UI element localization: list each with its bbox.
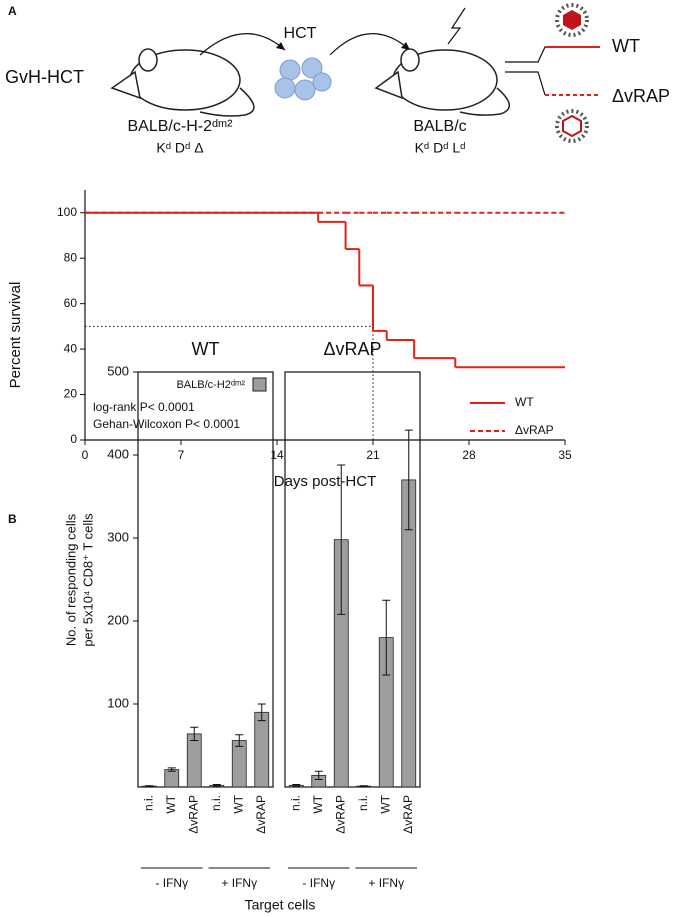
x-tick-label: n.i. <box>209 795 223 811</box>
panel-label: B <box>8 512 17 526</box>
x-tick-label: WT <box>164 794 178 813</box>
arrow <box>329 33 411 56</box>
x-axis-label: Days post-HCT <box>274 473 377 490</box>
y-axis-label: per 5x10⁴ CD8⁺ T cells <box>80 513 95 647</box>
x-tick-label: WT <box>311 794 325 813</box>
error-bar <box>145 785 154 788</box>
y-tick-label: 200 <box>107 612 129 627</box>
branch <box>505 71 546 96</box>
model-label: GvH-HCT <box>5 67 84 87</box>
virus-wt <box>555 3 589 37</box>
panel-frame <box>284 371 421 788</box>
error-bar <box>337 464 346 615</box>
x-tick-label: 28 <box>462 448 476 462</box>
x-tick-label: ΔvRAP <box>254 795 268 834</box>
bar <box>164 769 180 788</box>
legend-label: ΔvRAP <box>515 423 554 437</box>
y-tick-label: 100 <box>107 695 129 710</box>
error-bar <box>190 726 199 742</box>
transfer-label: HCT <box>284 25 317 42</box>
group-label: - IFNγ <box>155 876 188 890</box>
donor-mouse <box>110 48 255 117</box>
annotation: log-rank P< 0.0001 <box>93 400 195 414</box>
virus-label: WT <box>612 36 640 56</box>
x-tick-label: 21 <box>366 448 380 462</box>
error-bar <box>314 770 323 781</box>
y-tick-label: 60 <box>64 296 78 310</box>
panel-title: ΔvRAP <box>323 339 381 359</box>
x-tick-label: WT <box>378 794 392 813</box>
x-tick-label: ΔvRAP <box>186 795 200 834</box>
error-bar <box>359 785 368 788</box>
legend-label: WT <box>515 395 534 409</box>
recipient-haplotype: Kᵈ Dᵈ Lᵈ <box>415 140 466 156</box>
x-tick-label: WT <box>231 794 245 813</box>
y-axis-label: Percent survival <box>7 282 24 389</box>
x-tick-label: ΔvRAP <box>401 795 415 834</box>
y-tick-label: 20 <box>64 387 78 401</box>
x-tick-label: 14 <box>270 448 284 462</box>
bar <box>186 733 202 788</box>
y-axis-label: No. of responding cells <box>63 513 78 646</box>
bar <box>254 711 270 788</box>
error-bar <box>382 599 391 676</box>
virus-dvrap <box>555 109 589 143</box>
x-tick-label: n.i. <box>288 795 302 811</box>
y-tick-label: 300 <box>107 529 129 544</box>
legend-label: BALB/c-H2ᵈᵐ² <box>176 379 245 391</box>
x-tick-label: 35 <box>558 448 572 462</box>
error-bar <box>167 767 176 772</box>
branch <box>505 46 600 63</box>
group-label: - IFNγ <box>302 876 335 890</box>
arrow-head <box>401 42 410 50</box>
legend-swatch <box>252 377 267 392</box>
virus-label: ΔvRAP <box>612 86 670 106</box>
x-tick-label: n.i. <box>356 795 370 811</box>
x-tick-label: n.i. <box>141 795 155 811</box>
y-tick-label: 400 <box>107 446 129 461</box>
error-bar <box>212 784 221 787</box>
arrow <box>199 33 286 56</box>
donor-strain: BALB/c-H-2ᵈᵐ² <box>128 118 234 135</box>
x-tick-label: 0 <box>82 448 89 462</box>
error-bar <box>235 734 244 747</box>
y-tick-label: 40 <box>64 341 78 355</box>
group-label: + IFNγ <box>221 876 257 890</box>
cells <box>274 57 332 101</box>
irradiation <box>447 7 466 45</box>
bar <box>231 740 247 788</box>
y-tick-label: 100 <box>57 205 77 219</box>
recipient-mouse <box>374 48 510 116</box>
x-axis-label: Target cells <box>245 897 316 913</box>
y-tick-label: 0 <box>70 432 77 446</box>
y-tick-label: 80 <box>64 250 78 264</box>
error-bar <box>257 703 266 722</box>
donor-haplotype: Kᵈ Dᵈ Δ <box>156 140 203 156</box>
x-tick-label: 7 <box>178 448 185 462</box>
panel-frame <box>137 371 274 788</box>
panel-title: WT <box>192 339 220 359</box>
error-bar <box>404 429 413 531</box>
y-tick-label: 500 <box>107 363 129 378</box>
x-tick-label: ΔvRAP <box>333 795 347 834</box>
panel-label: A <box>8 4 17 18</box>
recipient-strain: BALB/c <box>413 118 466 135</box>
annotation: Gehan-Wilcoxon P< 0.0001 <box>93 417 240 431</box>
error-bar <box>292 784 301 787</box>
arrow-head <box>276 42 285 50</box>
group-label: + IFNγ <box>368 876 404 890</box>
